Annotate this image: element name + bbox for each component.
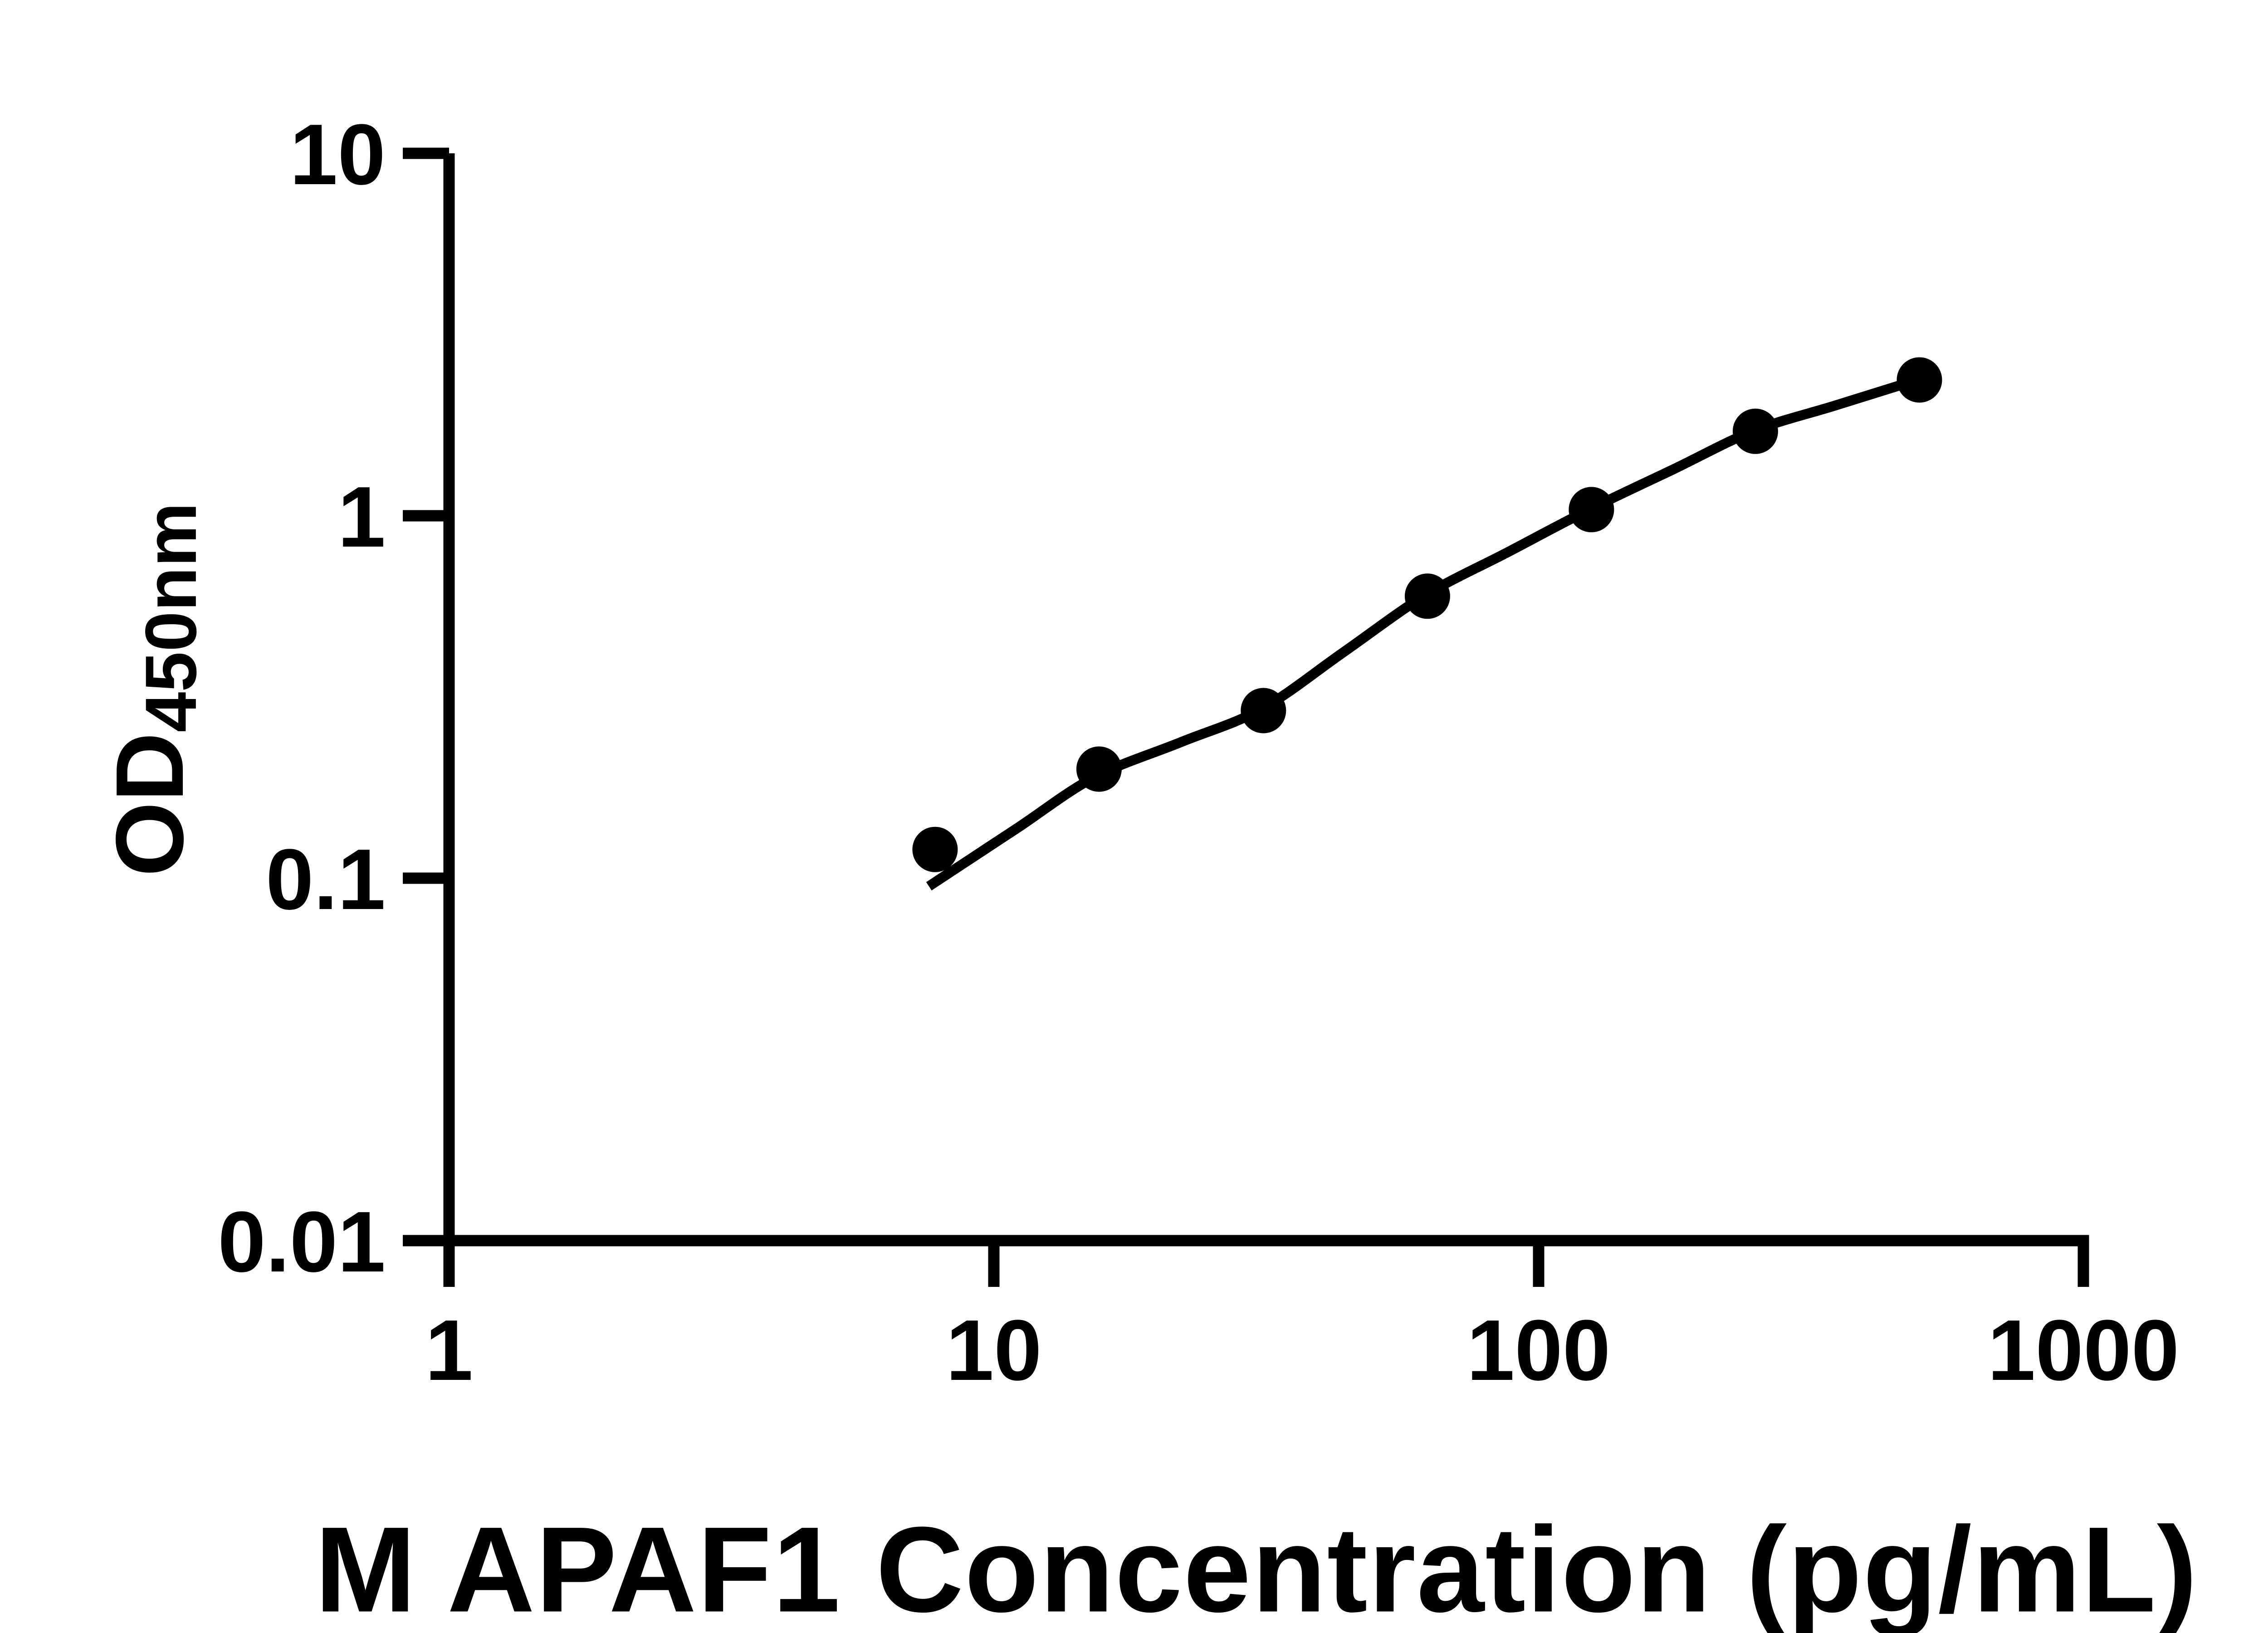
y-tick-label-0.1: 0.1 — [266, 831, 386, 928]
data-point-2 — [1076, 746, 1122, 792]
fit-curve-line — [926, 375, 1920, 890]
data-point-4 — [1404, 573, 1450, 619]
data-point-6 — [1732, 408, 1778, 454]
x-axis-title: M APAF1 Concentration (pg/mL) — [314, 1501, 2199, 1633]
y-axis-title: OD450nm — [94, 503, 211, 877]
y-axis-title-main: OD — [96, 732, 203, 877]
x-tick-label-100: 100 — [1466, 1302, 1610, 1398]
data-point-5 — [1569, 487, 1614, 533]
data-point-7 — [1897, 357, 1942, 403]
data-point-3 — [1241, 688, 1286, 733]
y-tick-label-0.01: 0.01 — [218, 1194, 386, 1290]
y-axis-title-subscript: 450nm — [130, 502, 211, 733]
x-tick-label-10: 10 — [946, 1302, 1041, 1398]
y-tick-label-1: 1 — [337, 469, 386, 565]
x-tick-label-1000: 1000 — [1988, 1302, 2180, 1398]
y-tick-label-10: 10 — [290, 107, 386, 203]
x-tick-label-1: 1 — [425, 1302, 473, 1398]
data-point-1 — [912, 826, 958, 872]
